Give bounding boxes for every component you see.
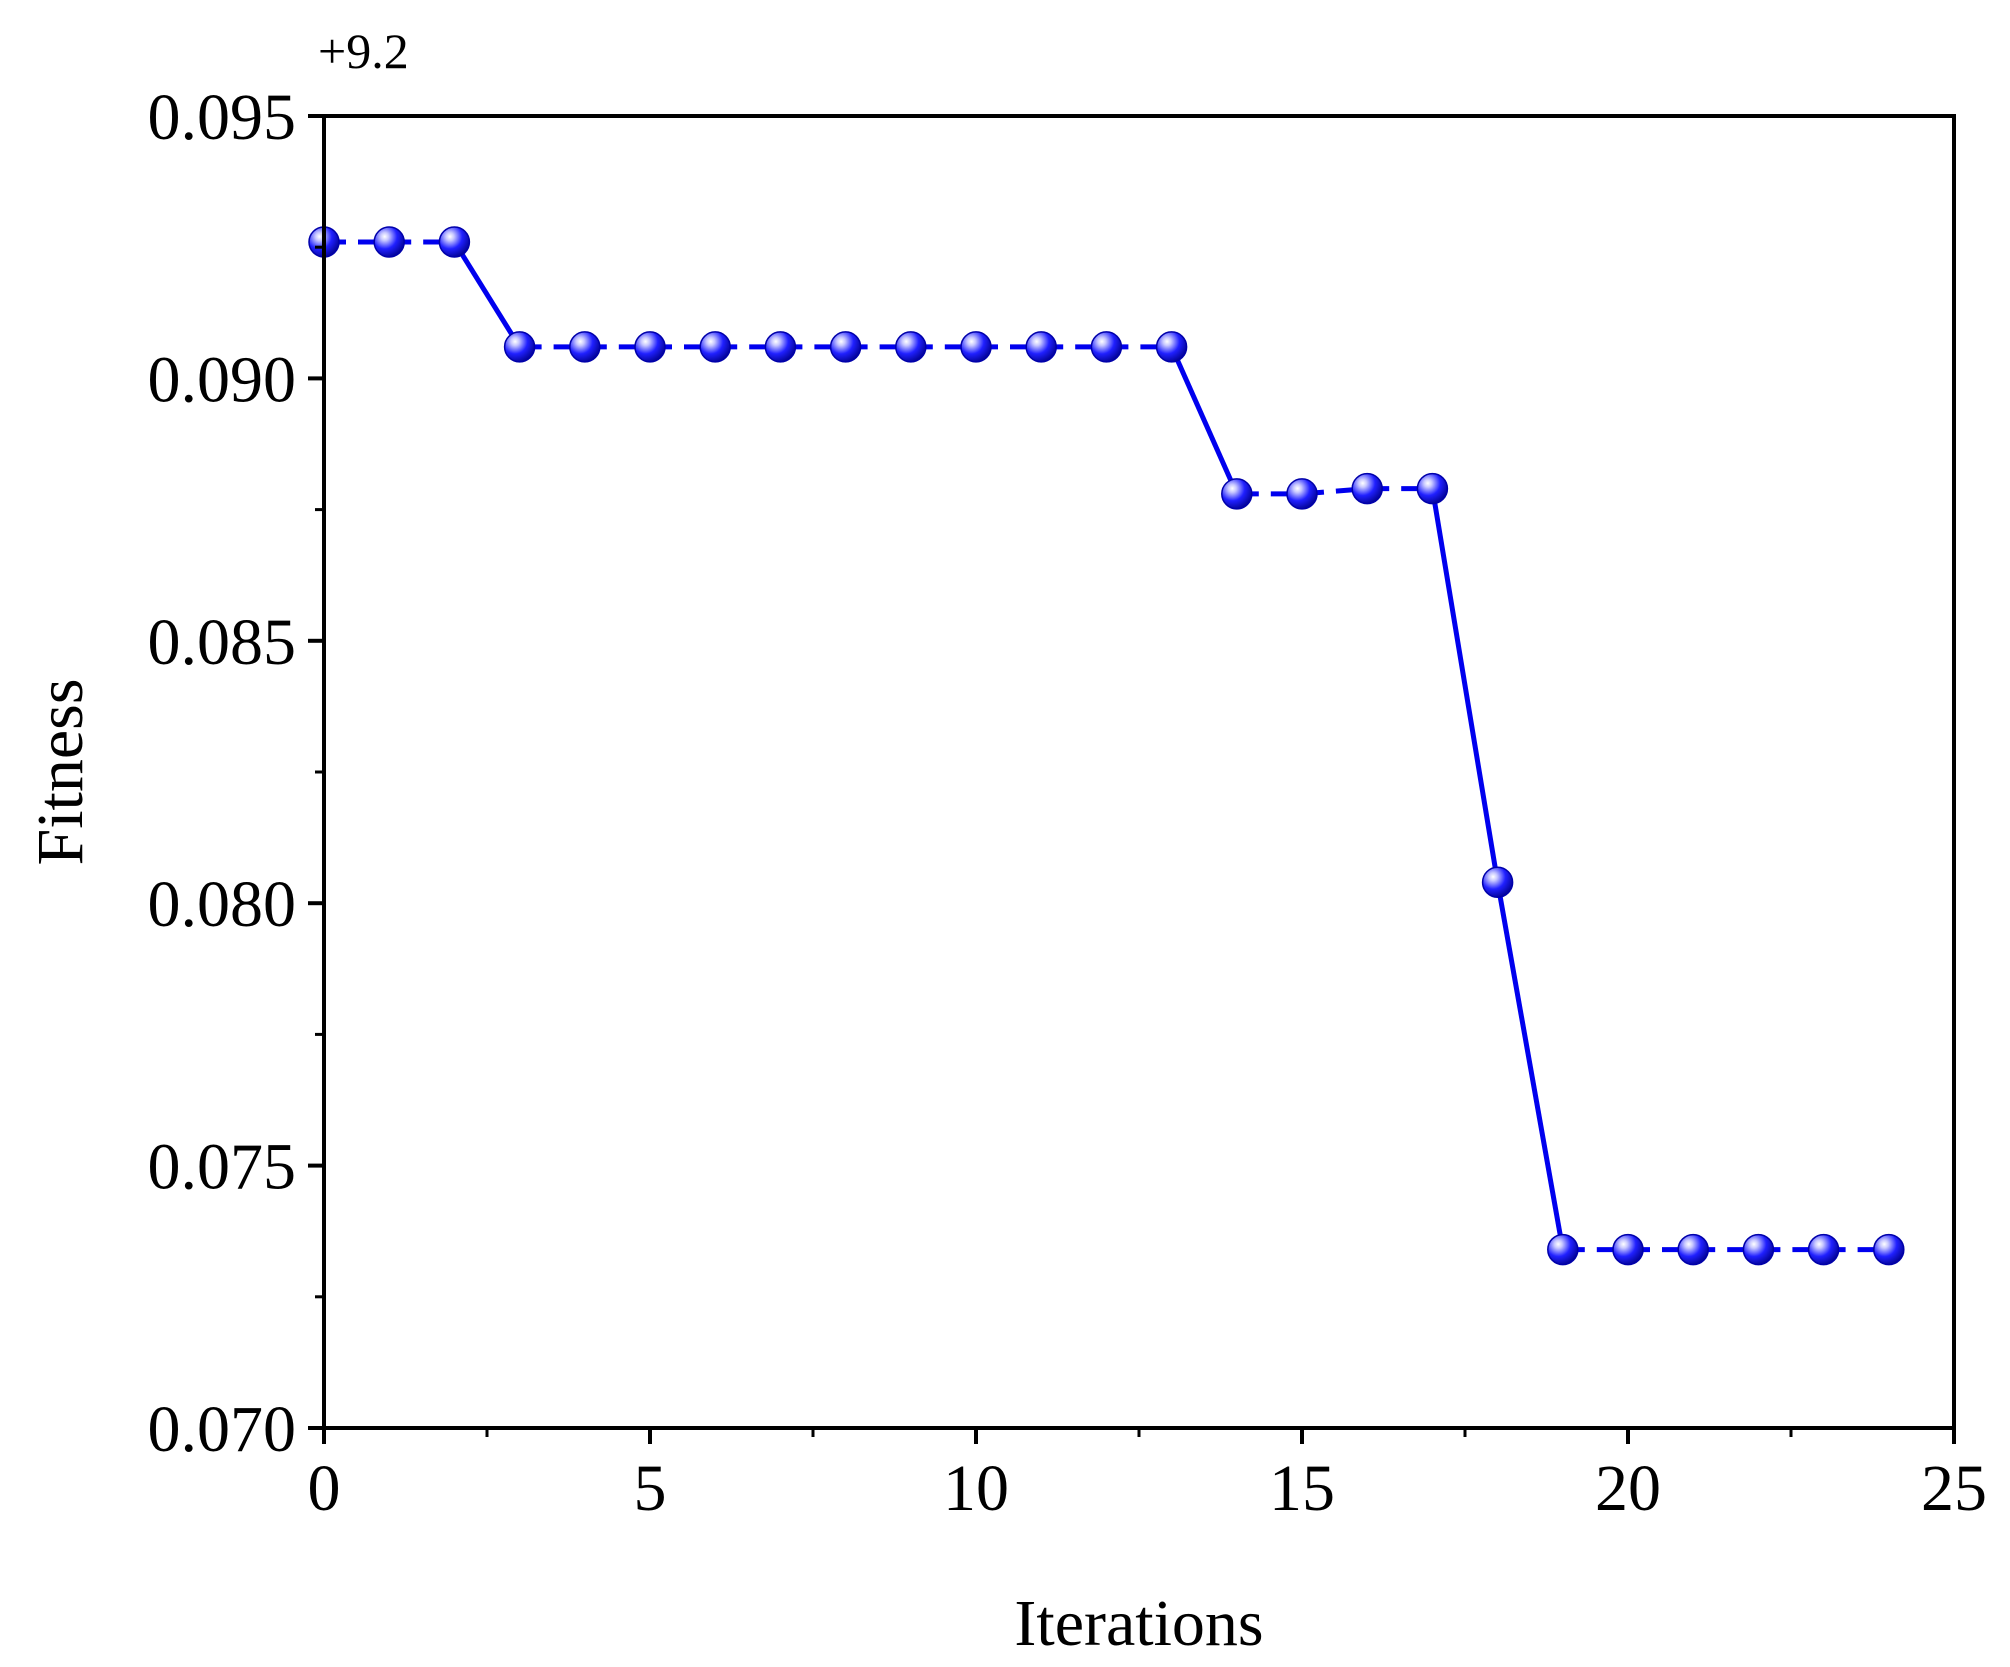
data-point — [1677, 1233, 1709, 1266]
data-point — [1351, 472, 1383, 505]
y-tick-label: 0.070 — [148, 1393, 297, 1466]
series-line-segment — [1429, 488, 1501, 883]
data-point — [960, 331, 992, 363]
data-point — [1090, 331, 1123, 363]
x-tick-label: 10 — [943, 1452, 1009, 1525]
y-tick-label: 0.075 — [148, 1131, 297, 1204]
data-point — [829, 331, 862, 363]
y-tick-label: 0.080 — [148, 868, 297, 941]
x-axis-title: Iterations — [1014, 1587, 1263, 1660]
series-line-segment — [1169, 345, 1240, 495]
data-point — [699, 331, 731, 363]
data-point — [1025, 331, 1057, 363]
data-point — [1416, 472, 1449, 505]
y-axis-title: Fitness — [24, 678, 97, 865]
data-point — [503, 331, 536, 363]
data-point — [438, 226, 471, 258]
data-point — [1547, 1233, 1579, 1266]
data-point — [1873, 1233, 1905, 1266]
data-point — [1742, 1233, 1775, 1266]
data-point — [1807, 1233, 1840, 1266]
x-tick-label: 25 — [1921, 1452, 1987, 1525]
x-axis: 0 5 10 15 20 25 — [308, 1428, 1987, 1525]
data-point — [1612, 1233, 1644, 1266]
series-line-segment — [452, 240, 522, 349]
data-point — [569, 331, 601, 363]
series-line-segment — [1495, 881, 1566, 1251]
data-point — [1155, 331, 1188, 363]
data-point — [1481, 866, 1514, 898]
x-tick-label: 0 — [308, 1452, 341, 1525]
data-point — [634, 331, 666, 363]
data-point — [1286, 478, 1318, 510]
y-tick-label: 0.095 — [148, 81, 297, 154]
x-tick-label: 5 — [634, 1452, 667, 1525]
y-tick-label: 0.090 — [148, 343, 297, 416]
y-axis: 0.070 0.075 0.080 0.085 0.090 0.095 — [148, 81, 324, 1466]
y-offset-label: +9.2 — [318, 23, 409, 79]
data-point — [373, 226, 405, 258]
data-point — [764, 331, 797, 363]
y-tick-label: 0.085 — [148, 606, 297, 679]
plot-frame — [322, 114, 1956, 1430]
x-tick-label: 15 — [1269, 1452, 1335, 1525]
data-point — [1221, 478, 1253, 510]
data-point — [895, 331, 927, 363]
plot-area — [308, 226, 1905, 1266]
x-tick-label: 20 — [1595, 1452, 1661, 1525]
